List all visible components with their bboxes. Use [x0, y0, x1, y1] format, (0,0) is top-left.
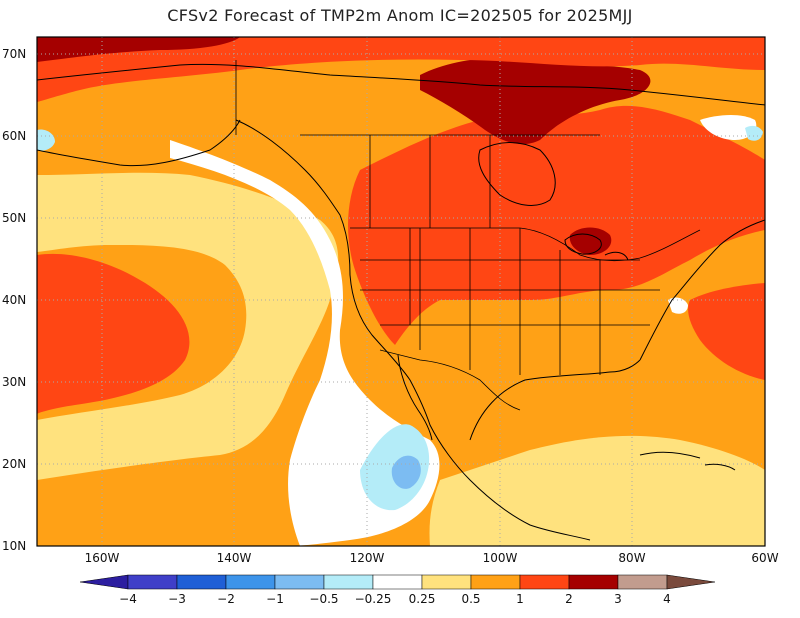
- lon-label: 80W: [618, 551, 645, 565]
- colorbar-arrow-low: [79, 574, 129, 590]
- colorbar-label: 0.5: [461, 592, 480, 606]
- colorbar-label: −0.5: [309, 592, 338, 606]
- colorbar-label: −2: [217, 592, 235, 606]
- lon-label: 100W: [483, 551, 518, 565]
- coastlines: [37, 63, 765, 541]
- anomaly-field: [37, 37, 765, 546]
- anomaly-yellow-pacific: [37, 172, 339, 480]
- anomaly-white-coastal: [170, 140, 440, 546]
- anomaly-red-atlantic: [688, 283, 765, 380]
- colorbar-label: 1: [516, 592, 524, 606]
- map-title: CFSv2 Forecast of TMP2m Anom IC=202505 f…: [167, 6, 633, 25]
- lon-labels: 160W 140W 120W 100W 80W 60W: [85, 551, 779, 565]
- colorbar-segment: [519, 574, 570, 590]
- colorbar-label: −1: [266, 592, 284, 606]
- anomaly-blue-nw: [37, 129, 55, 151]
- anomaly-darkred-arctic: [37, 37, 240, 62]
- graticule: [37, 37, 765, 546]
- anomaly-darkred-canada: [420, 58, 651, 145]
- colorbar-label: −4: [119, 592, 137, 606]
- colorbar-segment: [421, 574, 472, 590]
- lat-labels: 70N 60N 50N 40N 30N 20N 10N: [2, 47, 26, 553]
- map-frame: [36, 36, 766, 547]
- lat-label: 50N: [2, 211, 26, 225]
- colorbar: −4 −3 −2 −1 −0.5 −0.25 0.25 0.5 1 2 3 4: [79, 574, 716, 606]
- colorbar-segment: [470, 574, 521, 590]
- lat-label: 70N: [2, 47, 26, 61]
- lon-label: 160W: [85, 551, 120, 565]
- colorbar-label: −3: [168, 592, 186, 606]
- lat-label: 60N: [2, 129, 26, 143]
- colorbar-label: 0.25: [409, 592, 436, 606]
- lon-label: 120W: [350, 551, 385, 565]
- colorbar-arrow-high: [666, 574, 716, 590]
- anomaly-yellow-tropics: [429, 435, 765, 546]
- colorbar-segment: [225, 574, 276, 590]
- anomaly-blue-ne: [745, 125, 763, 141]
- colorbar-segment: [274, 574, 325, 590]
- lon-label: 140W: [217, 551, 252, 565]
- colorbar-segment: [127, 574, 178, 590]
- anomaly-white-atl: [668, 297, 688, 314]
- colorbar-segment: [323, 574, 374, 590]
- anomaly-white-ne: [700, 115, 757, 140]
- political-borders: [235, 60, 701, 411]
- colorbar-label: 3: [614, 592, 622, 606]
- lat-label: 10N: [2, 539, 26, 553]
- colorbar-segment: [568, 574, 619, 590]
- colorbar-segment: [617, 574, 668, 590]
- colorbar-label: 2: [565, 592, 573, 606]
- anomaly-red-arctic: [37, 37, 765, 102]
- lat-label: 40N: [2, 293, 26, 307]
- colorbar-label: −0.25: [355, 592, 392, 606]
- colorbar-label: 4: [663, 592, 671, 606]
- colorbar-segment: [176, 574, 227, 590]
- lon-label: 60W: [751, 551, 778, 565]
- lat-label: 20N: [2, 457, 26, 471]
- anomaly-red-canada: [348, 105, 765, 345]
- colorbar-segment: [372, 574, 423, 590]
- lat-label: 30N: [2, 375, 26, 389]
- anomaly-red-pacific: [37, 253, 190, 414]
